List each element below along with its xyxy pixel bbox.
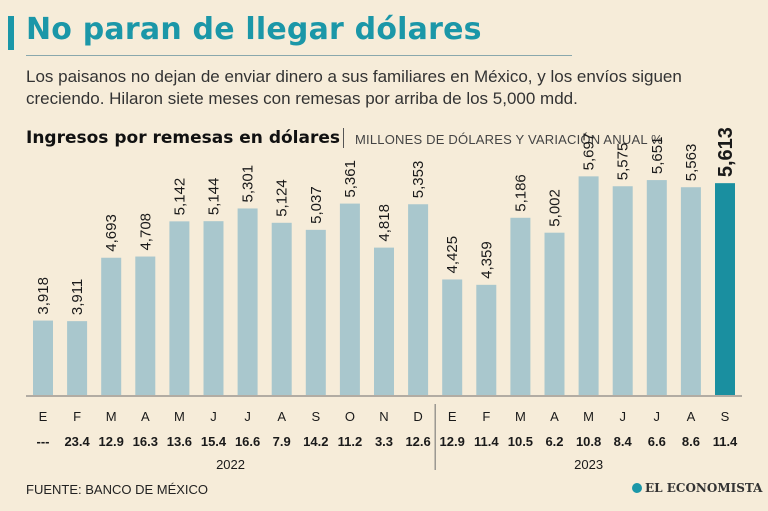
annual-change-label: 3.3 (375, 434, 393, 449)
bar-value-label: 4,708 (137, 213, 154, 251)
bar-6 (203, 221, 224, 395)
month-label: D (413, 409, 422, 424)
bar-value-label: 5,651 (649, 137, 666, 175)
bar-14 (476, 284, 497, 395)
month-label: J (654, 409, 661, 424)
brand-logo: EL ECONOMISTA (632, 481, 762, 495)
brand-name: EL ECONOMISTA (645, 481, 763, 495)
bar-13 (442, 279, 463, 395)
bar-value-label: 5,361 (342, 160, 359, 198)
bar-20 (680, 187, 701, 395)
annual-change-label: 7.9 (273, 434, 291, 449)
annual-change-label: 8.4 (614, 434, 633, 449)
bar-18 (612, 186, 633, 395)
bar-value-label: 4,359 (478, 241, 495, 279)
month-label: A (550, 409, 559, 424)
bar-value-label: 4,693 (103, 214, 120, 252)
bar-value-label: 5,124 (274, 179, 291, 217)
bar-value-label: 5,563 (683, 144, 700, 182)
month-label: F (482, 409, 490, 424)
bar-12 (408, 204, 429, 395)
month-label: J (244, 409, 251, 424)
month-label: J (619, 409, 626, 424)
annual-change-label: 10.5 (508, 434, 533, 449)
annual-change-label: 11.4 (474, 434, 499, 449)
bar-value-label: 5,353 (410, 161, 427, 199)
bar-value-label: 5,002 (547, 189, 564, 227)
month-label: M (515, 409, 526, 424)
month-label: M (106, 409, 117, 424)
bar-value-label: 5,037 (308, 186, 325, 224)
bar-10 (339, 203, 360, 395)
bar-1 (33, 320, 53, 395)
bar-4 (135, 256, 156, 395)
annual-change-label: 12.6 (405, 434, 430, 449)
bar-11 (374, 247, 394, 395)
bar-value-label: 5,186 (512, 174, 529, 212)
bar-5 (169, 221, 190, 395)
annual-change-label: 13.6 (167, 434, 192, 449)
remittances-bar-chart: 3,918 E --- 3,911 F 23.4 4,693 M 12.9 4,708 A 16.3 5… (26, 127, 742, 472)
year-label: 2022 (216, 457, 245, 472)
bar-9 (305, 229, 326, 395)
bar-value-label: 5,613 (715, 127, 737, 177)
annual-change-label: 12.9 (99, 434, 124, 449)
annual-change-label: 15.4 (201, 434, 227, 449)
annual-change-label: 12.9 (440, 434, 465, 449)
year-label: 2023 (574, 457, 603, 472)
chart-title: Ingresos por remesas en dólares (26, 128, 341, 148)
month-label: O (345, 409, 355, 424)
month-label: F (73, 409, 81, 424)
bar-16 (544, 232, 565, 395)
bar-3 (101, 257, 122, 395)
bar-2 (67, 321, 88, 395)
bar-value-label: 3,918 (35, 277, 52, 315)
chart-subtitle: MILLONES DE DÓLARES Y VARIACIÓN ANUAL % (355, 132, 663, 147)
bar-value-label: 3,911 (69, 279, 86, 315)
bar-value-label: 5,301 (240, 165, 257, 203)
bar-21 (715, 183, 735, 395)
annual-change-label: 6.2 (545, 434, 563, 449)
page-title: No paran de llegar dólares (26, 12, 482, 47)
annual-change-label: 16.3 (133, 434, 158, 449)
bar-17 (578, 176, 599, 395)
month-label: A (277, 409, 286, 424)
title-divider (26, 55, 572, 56)
annual-change-label: 6.6 (648, 434, 666, 449)
bar-value-label: 5,697 (581, 133, 598, 171)
bar-value-label: 5,144 (206, 178, 223, 216)
month-label: E (39, 409, 48, 424)
bar-19 (646, 180, 667, 395)
bar-8 (271, 222, 292, 395)
annual-change-label: 14.2 (303, 434, 328, 449)
month-label: J (210, 409, 217, 424)
annual-change-label: 23.4 (64, 434, 90, 449)
title-separator (343, 128, 344, 148)
month-label: S (721, 409, 730, 424)
title-accent-bar (8, 16, 14, 50)
brand-icon (632, 483, 642, 493)
bar-7 (237, 208, 258, 395)
month-label: N (379, 409, 388, 424)
page-subtitle: Los paisanos no dejan de enviar dinero a… (26, 67, 682, 108)
annual-change-label: --- (37, 434, 50, 449)
annual-change-label: 11.4 (713, 434, 738, 449)
month-label: A (141, 409, 150, 424)
bar-value-label: 5,142 (171, 178, 188, 216)
annual-change-label: 10.8 (576, 434, 601, 449)
source-note: FUENTE: BANCO DE MÉXICO (26, 482, 209, 497)
month-label: M (174, 409, 185, 424)
month-label: A (687, 409, 696, 424)
bar-value-label: 5,575 (615, 143, 632, 181)
month-label: E (448, 409, 457, 424)
annual-change-label: 16.6 (235, 434, 260, 449)
bar-value-label: 4,818 (376, 204, 393, 242)
month-label: S (311, 409, 320, 424)
bar-15 (510, 217, 531, 395)
annual-change-label: 8.6 (682, 434, 700, 449)
bar-value-label: 4,425 (444, 236, 461, 274)
annual-change-label: 11.2 (338, 434, 363, 449)
month-label: M (583, 409, 594, 424)
